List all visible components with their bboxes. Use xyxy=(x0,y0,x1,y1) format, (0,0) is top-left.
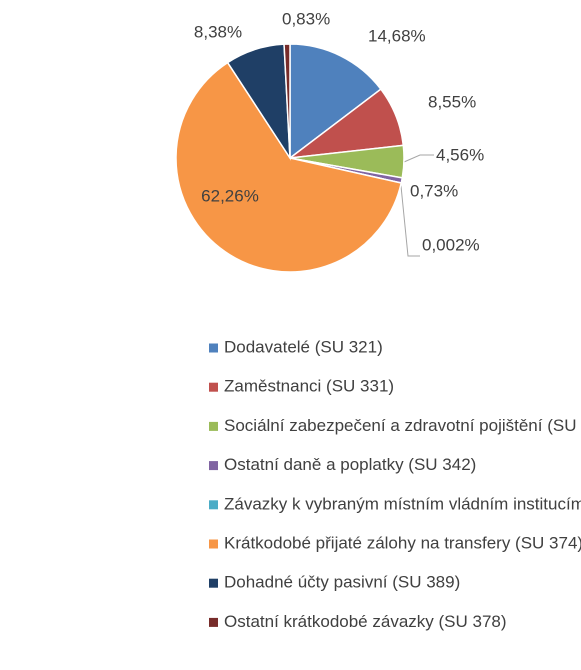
legend-label: Dodavatelé (SU 321) xyxy=(224,337,383,356)
legend-swatch xyxy=(209,500,218,510)
pie-slice xyxy=(175,61,403,273)
leader-line xyxy=(399,175,420,257)
legend-swatch xyxy=(209,539,218,549)
data-label: 8,38% xyxy=(194,22,242,41)
legend-label: Sociální zabezpečení a zdravotní pojiště… xyxy=(224,416,581,435)
leader-line xyxy=(403,154,434,163)
legend-label: Závazky k vybraným místním vládním insti… xyxy=(224,494,581,513)
legend-label: Ostatní daně a poplatky (SU 342) xyxy=(224,455,476,474)
legend-swatch xyxy=(209,578,218,588)
data-label: 0,83% xyxy=(282,9,330,28)
pie-slice xyxy=(283,43,291,159)
legend-label: Krátkodobé přijaté zálohy na transfery (… xyxy=(224,533,581,552)
data-label: 14,68% xyxy=(368,26,426,45)
data-label: 0,73% xyxy=(410,181,458,200)
legend-swatch xyxy=(209,382,218,392)
legend-swatch xyxy=(209,421,218,431)
data-label: 62,26% xyxy=(201,186,259,205)
data-label: 4,56% xyxy=(436,145,484,164)
data-label: 0,002% xyxy=(422,235,480,254)
data-label: 8,55% xyxy=(428,92,476,111)
legend-swatch xyxy=(209,343,218,353)
legend-swatch xyxy=(209,461,218,471)
legend-swatch xyxy=(209,617,218,627)
legend-label: Ostatní krátkodobé závazky (SU 378) xyxy=(224,612,507,631)
legend-label: Dohadné účty pasivní (SU 389) xyxy=(224,573,460,592)
pie-slice xyxy=(289,43,382,160)
legend-label: Zaměstnanci (SU 331) xyxy=(224,377,394,396)
